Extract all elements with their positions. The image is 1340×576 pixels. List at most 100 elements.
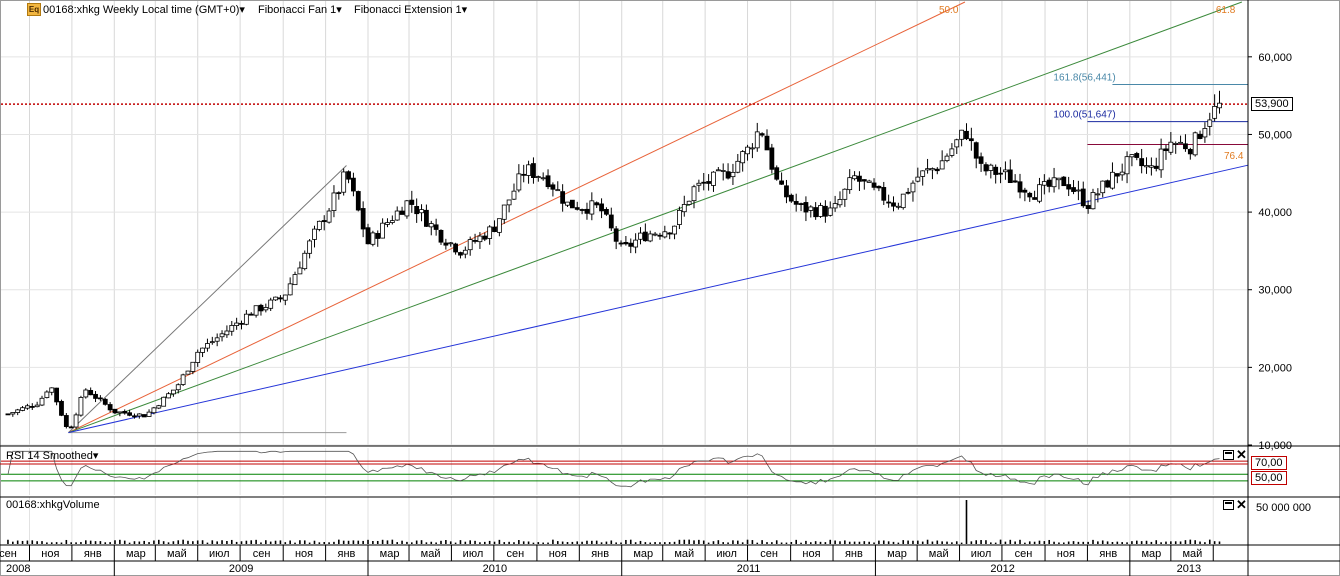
candle-body [302, 252, 308, 270]
candle-body [925, 168, 930, 171]
candle-body [959, 129, 965, 140]
candle-body [438, 229, 444, 243]
candle-body [788, 194, 794, 202]
month-label: май [929, 548, 949, 560]
candle-body [141, 414, 147, 418]
candle-body [511, 190, 517, 200]
month-label: мар [380, 548, 400, 560]
candle-body [589, 200, 595, 215]
candle-body [351, 177, 356, 192]
candle-body [1217, 102, 1222, 109]
extension-level-label: 100.0(51,647) [1053, 110, 1115, 121]
month-label: июл [971, 548, 992, 560]
candle-body [1090, 192, 1096, 210]
candle-body [983, 164, 989, 172]
candle-body [540, 177, 546, 180]
year-label: 2008 [6, 563, 30, 575]
candle-body [1124, 156, 1130, 175]
candle-body [88, 390, 94, 396]
candle-body [419, 209, 424, 214]
close-panel-button[interactable]: ✕ [1236, 447, 1247, 462]
candle-body [623, 241, 629, 245]
candle-body [443, 242, 449, 246]
symbol-selector[interactable]: 00168:xhkg Weekly Local time (GMT+0)▾ [43, 3, 245, 16]
caret-down-icon: ▾ [92, 450, 99, 462]
rsi-selector[interactable]: RSI 14 Smoothed▾ [6, 449, 98, 462]
candle-body [73, 414, 79, 428]
equity-icon[interactable]: Eq [27, 3, 41, 16]
candle-body [209, 341, 215, 344]
candle-body [219, 333, 225, 338]
candle-body [652, 233, 658, 236]
candle-body [920, 170, 926, 177]
y-tick-label: 10,000 [1258, 440, 1292, 452]
candle-body [375, 233, 381, 239]
candle-body [608, 214, 614, 229]
candle-body [1066, 184, 1072, 190]
candle-body [701, 181, 707, 184]
candle-body [745, 146, 750, 155]
candle-body [633, 239, 639, 248]
candle-body [1187, 149, 1193, 155]
candle-body [1080, 188, 1086, 207]
candle-body [355, 191, 361, 211]
extension-level-label: 161.8(56,441) [1053, 72, 1115, 83]
candle-body [341, 171, 347, 193]
candle-body [195, 351, 201, 363]
fibonacci-extension-selector[interactable]: Fibonacci Extension 1▾ [354, 3, 467, 16]
candle-body [112, 408, 118, 414]
candle-body [1139, 158, 1145, 167]
candle-body [842, 188, 848, 200]
close-panel-button[interactable]: ✕ [1236, 497, 1247, 512]
fan-level-label: 61.8 [1216, 5, 1236, 16]
maximize-panel-button[interactable] [1223, 450, 1234, 460]
volume-title: 00168:xhkgVolume [6, 499, 100, 511]
rsi-level-low: 50,00 [1251, 471, 1287, 485]
candle-body [462, 249, 468, 255]
candle-body [1183, 143, 1188, 150]
candle-body [769, 147, 775, 170]
month-label: янв [845, 548, 863, 560]
candle-body [604, 209, 609, 215]
candle-body [127, 412, 132, 416]
fibonacci-fan-selector[interactable]: Fibonacci Fan 1▾ [258, 3, 342, 16]
candle-body [93, 393, 98, 399]
candle-body [793, 201, 799, 205]
month-label: сен [253, 548, 271, 560]
candle-body [506, 199, 512, 206]
candle-body [156, 405, 162, 409]
candle-body [1051, 177, 1057, 188]
candle-body [263, 307, 269, 311]
candle-body [68, 426, 74, 429]
candle-body [282, 294, 288, 301]
candle-body [136, 413, 142, 417]
candle-body [939, 160, 945, 170]
candle-body [1056, 177, 1062, 181]
month-label: июл [463, 548, 484, 560]
month-label: мар [1141, 548, 1161, 560]
maximize-panel-button[interactable] [1223, 500, 1234, 510]
y-tick-label: 60,000 [1258, 52, 1292, 64]
candle-body [278, 297, 283, 300]
candle-body [647, 233, 653, 242]
candle-body [1119, 171, 1125, 176]
candle-body [638, 232, 643, 240]
candle-body [365, 227, 371, 245]
candle-body [618, 242, 624, 245]
rsi-title: RSI 14 Smoothed [6, 450, 93, 462]
candle-body [749, 147, 755, 150]
candle-body [837, 199, 843, 206]
candle-body [827, 207, 833, 216]
candle-body [1085, 205, 1091, 210]
candle-body [399, 210, 405, 215]
y-tick-label: 30,000 [1258, 285, 1292, 297]
fibonacci-extension-label: Fibonacci Extension 1 [354, 4, 462, 16]
candle-body [1110, 171, 1115, 189]
candle-body [516, 173, 522, 191]
candles [5, 90, 1222, 429]
candle-body [895, 205, 901, 208]
candle-body [78, 397, 84, 416]
candle-body [482, 235, 488, 240]
